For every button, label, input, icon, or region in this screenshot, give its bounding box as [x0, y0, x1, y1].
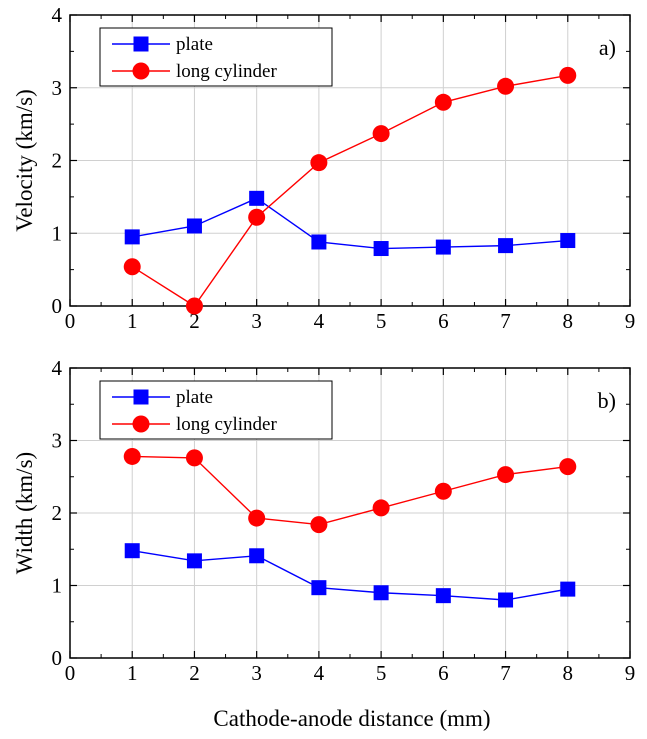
x-tick-label: 4: [314, 661, 325, 685]
data-point-long-cylinder: [185, 449, 203, 467]
data-point-plate: [373, 585, 389, 601]
data-point-plate: [560, 581, 576, 597]
legend-label: plate: [176, 34, 213, 55]
x-tick-label: 0: [65, 661, 76, 685]
y-tick-label: 0: [52, 646, 63, 670]
data-point-plate: [498, 238, 514, 254]
x-tick-label: 2: [189, 661, 200, 685]
y-tick-label: 2: [52, 149, 63, 173]
data-point-long-cylinder: [434, 482, 452, 500]
data-point-long-cylinder: [559, 66, 577, 84]
x-tick-label: 2: [189, 309, 200, 333]
legend-marker-square: [133, 36, 149, 52]
y-tick-label: 4: [52, 3, 63, 27]
x-tick-label: 8: [563, 309, 574, 333]
data-point-plate: [186, 218, 202, 234]
x-tick-label: 8: [563, 661, 574, 685]
x-tick-label: 0: [65, 309, 76, 333]
series-line-long-cylinder: [131, 74, 568, 307]
data-point-long-cylinder: [248, 208, 266, 226]
x-tick-label: 1: [127, 661, 138, 685]
y-tick-label: 3: [52, 429, 63, 453]
data-point-plate: [249, 548, 265, 564]
data-point-plate: [186, 553, 202, 569]
series-line-plate: [132, 197, 568, 250]
data-point-plate: [124, 229, 140, 245]
legend: plate long cylinder: [99, 27, 333, 87]
data-point-long-cylinder: [497, 466, 515, 484]
data-point-plate: [560, 233, 576, 249]
panel-label: a): [599, 35, 616, 60]
x-tick-label: 4: [314, 309, 325, 333]
x-tick-label: 3: [251, 661, 262, 685]
data-point-long-cylinder: [434, 93, 452, 111]
x-tick-label: 5: [376, 309, 387, 333]
x-tick-label: 6: [438, 661, 449, 685]
data-point-long-cylinder: [310, 154, 328, 172]
legend: plate long cylinder: [99, 380, 333, 440]
legend-marker-circle: [132, 415, 150, 433]
y-tick-label: 0: [52, 294, 63, 318]
legend-marker-square: [133, 389, 149, 405]
legend-label: plate: [176, 387, 213, 408]
data-point-plate: [498, 592, 514, 608]
x-axis-title: Cathode-anode distance (mm): [213, 706, 490, 731]
x-tick-label: 5: [376, 661, 387, 685]
data-point-long-cylinder: [123, 447, 141, 465]
series-line-plate: [132, 550, 568, 601]
data-point-plate: [311, 234, 327, 250]
y-axis-title: Width (km/s): [12, 452, 37, 574]
data-point-long-cylinder: [248, 509, 266, 527]
data-point-plate: [249, 190, 265, 206]
data-point-plate: [435, 588, 451, 604]
y-tick-label: 4: [52, 356, 63, 380]
x-tick-label: 6: [438, 309, 449, 333]
series-line-long-cylinder: [132, 455, 568, 526]
data-point-plate: [124, 543, 140, 559]
data-point-long-cylinder: [372, 125, 390, 143]
legend-marker-circle: [132, 62, 150, 80]
y-tick-label: 1: [52, 221, 63, 245]
data-point-long-cylinder: [185, 297, 203, 315]
y-tick-label: 2: [52, 501, 63, 525]
panel-label: b): [598, 388, 616, 413]
panel-a: 0 1 2 3 4 5 6 7 8 9 0 1 2 3 4 Velocity (km/s) a) plate lon…: [12, 3, 635, 333]
data-point-long-cylinder: [310, 516, 328, 534]
data-point-long-cylinder: [123, 258, 141, 276]
x-tick-label: 9: [625, 661, 636, 685]
x-tick-label: 3: [251, 309, 262, 333]
x-tick-label: 9: [625, 309, 636, 333]
data-point-plate: [435, 239, 451, 255]
x-tick-label: 1: [127, 309, 138, 333]
legend-label: long cylinder: [176, 61, 277, 82]
data-point-plate: [373, 241, 389, 257]
x-tick-label: 7: [500, 661, 511, 685]
x-tick-label: 7: [500, 309, 511, 333]
legend-label: long cylinder: [176, 414, 277, 435]
y-axis-title: Velocity (km/s): [12, 89, 37, 231]
data-point-long-cylinder: [559, 458, 577, 476]
data-point-long-cylinder: [372, 499, 390, 517]
panel-b: 0 1 2 3 4 5 6 7 8 9 0 1 2 3 4 Width (km/s) b) plate long c…: [12, 356, 635, 685]
data-point-plate: [311, 580, 327, 596]
y-tick-label: 1: [52, 574, 63, 598]
y-tick-label: 3: [52, 76, 63, 100]
data-point-long-cylinder: [497, 77, 515, 95]
